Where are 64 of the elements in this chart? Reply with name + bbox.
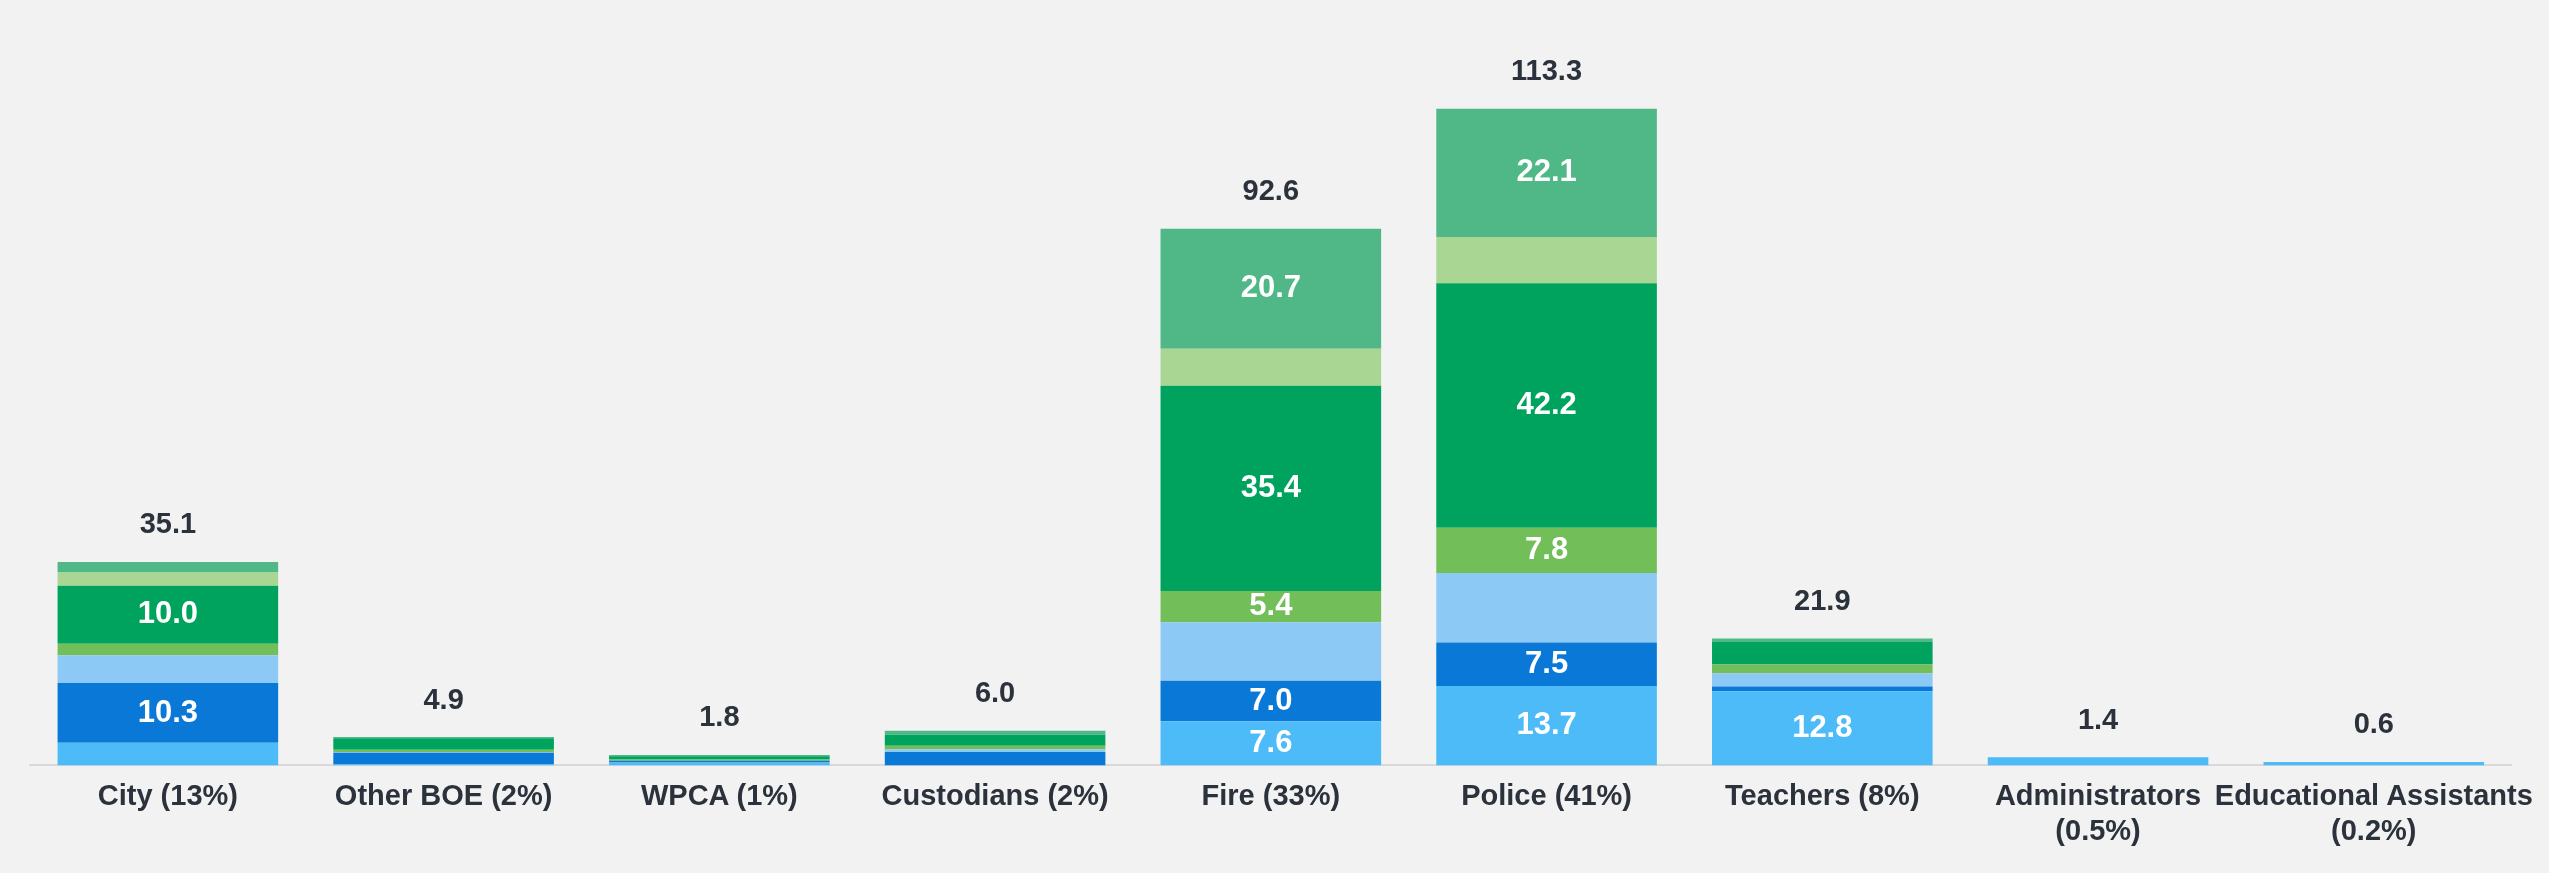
total-label: 1.8 <box>699 700 740 733</box>
data-label: 7.5 <box>1525 644 1569 680</box>
data-label: 5.4 <box>1249 587 1294 623</box>
bar <box>57 572 279 586</box>
data-label: 7.6 <box>1249 723 1293 759</box>
bar <box>1160 680 1382 722</box>
x-tick-label: Teachers (8%) <box>1725 778 1920 811</box>
data-label: 13.7 <box>1516 706 1577 742</box>
bar <box>57 562 279 573</box>
total-label: 6.0 <box>974 676 1016 709</box>
x-tick-label: Fire (33%) <box>1201 778 1341 811</box>
bar <box>884 749 1106 753</box>
bar <box>1712 664 1933 674</box>
bar <box>57 655 279 684</box>
bar <box>1160 721 1382 766</box>
x-tick-label: Other BOE (2%) <box>334 778 553 811</box>
data-label: 20.7 <box>1240 269 1301 305</box>
bar <box>1436 108 1657 237</box>
data-label: 7.8 <box>1525 530 1569 566</box>
bar <box>1712 638 1933 642</box>
x-tick-label: Custodians (2%) <box>881 778 1109 811</box>
bar <box>1712 673 1933 687</box>
total-label: 4.9 <box>423 682 464 715</box>
bar <box>57 742 279 766</box>
bar <box>1436 236 1657 284</box>
bar <box>1160 622 1382 681</box>
x-tick-label: Educational Assistants (0.2%) <box>2214 778 2533 846</box>
total-label: 1.4 <box>2077 702 2119 735</box>
total-label: 92.6 <box>1242 174 1300 207</box>
bar <box>1436 573 1657 643</box>
x-tick-label: WPCA (1%) <box>640 778 798 811</box>
data-label: 22.1 <box>1516 153 1577 189</box>
bar <box>1436 283 1657 528</box>
bar <box>57 585 279 644</box>
bar <box>333 738 554 750</box>
data-label: 12.8 <box>1792 708 1853 744</box>
bar <box>884 730 1106 735</box>
x-tick-label: City (13%) <box>97 778 238 811</box>
x-tick-label: Police (41%) <box>1461 778 1632 811</box>
bar <box>1160 590 1382 623</box>
total-label: 21.9 <box>1794 583 1851 616</box>
data-label: 35.4 <box>1240 468 1302 504</box>
bar <box>1436 527 1657 574</box>
bar <box>884 734 1106 746</box>
data-label: 42.2 <box>1516 386 1577 422</box>
bar <box>1712 641 1933 665</box>
bar <box>1987 757 2209 766</box>
data-label: 10.0 <box>137 595 199 631</box>
bar <box>1436 686 1657 766</box>
bar <box>57 683 279 743</box>
bar <box>1436 642 1657 687</box>
bar <box>884 752 1106 766</box>
x-tick-label: Administrators (0.5%) <box>1994 778 2202 846</box>
data-label: 10.3 <box>137 693 199 729</box>
total-label: 113.3 <box>1511 54 1583 87</box>
bar <box>1160 385 1382 591</box>
bar <box>1712 691 1933 766</box>
total-label: 0.6 <box>2353 707 2394 740</box>
bar <box>333 752 554 765</box>
data-label: 7.0 <box>1249 681 1293 717</box>
bar <box>57 643 279 656</box>
total-label: 35.1 <box>139 507 197 540</box>
bar <box>1160 348 1382 386</box>
bar <box>1160 228 1382 349</box>
